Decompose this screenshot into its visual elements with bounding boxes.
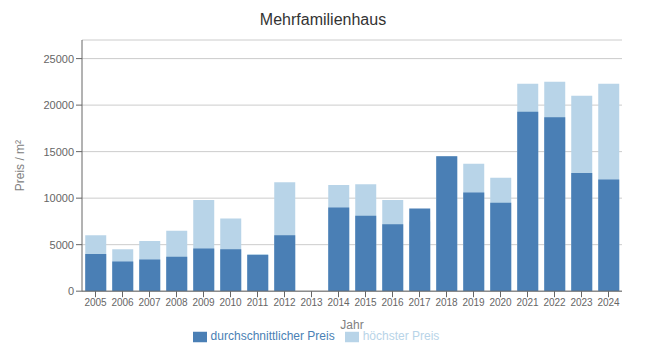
svg-text:2015: 2015 [354, 297, 377, 308]
svg-text:2007: 2007 [138, 297, 161, 308]
svg-text:2009: 2009 [192, 297, 215, 308]
svg-text:2018: 2018 [435, 297, 458, 308]
html-text:durchschnittlicher Preis: durchschnittlicher Preis [210, 329, 335, 344]
svg-text:25000: 25000 [43, 53, 74, 65]
svg-text:2008: 2008 [165, 297, 188, 308]
svg-text:5000: 5000 [50, 239, 74, 251]
html-text:höchster Preis: höchster Preis [362, 329, 440, 344]
svg-text:2005: 2005 [84, 297, 107, 308]
svg-text:2021: 2021 [516, 297, 539, 308]
svg-text:15000: 15000 [43, 146, 74, 158]
svg-text:10000: 10000 [43, 192, 74, 204]
svg-text:2022: 2022 [543, 297, 566, 308]
svg-text:2014: 2014 [327, 297, 350, 308]
svg-text:2017: 2017 [408, 297, 431, 308]
svg-text:2012: 2012 [273, 297, 296, 308]
svg-text:2006: 2006 [111, 297, 134, 308]
svg-text:20000: 20000 [43, 99, 74, 111]
svg-text:2011: 2011 [247, 297, 269, 308]
html-text:Mehrfamilienhaus: Mehrfamilienhaus [259, 11, 387, 28]
svg-text:Jahr: Jahr [340, 318, 363, 332]
svg-text:2023: 2023 [570, 297, 593, 308]
svg-text:2020: 2020 [489, 297, 512, 308]
svg-text:2019: 2019 [462, 297, 485, 308]
svg-text:2024: 2024 [597, 297, 620, 308]
svg-text:2010: 2010 [219, 297, 242, 308]
svg-text:0: 0 [68, 285, 74, 297]
svg-text:2013: 2013 [300, 297, 323, 308]
svg-text:2016: 2016 [381, 297, 404, 308]
svg-text:Preis / m²: Preis / m² [13, 140, 27, 191]
